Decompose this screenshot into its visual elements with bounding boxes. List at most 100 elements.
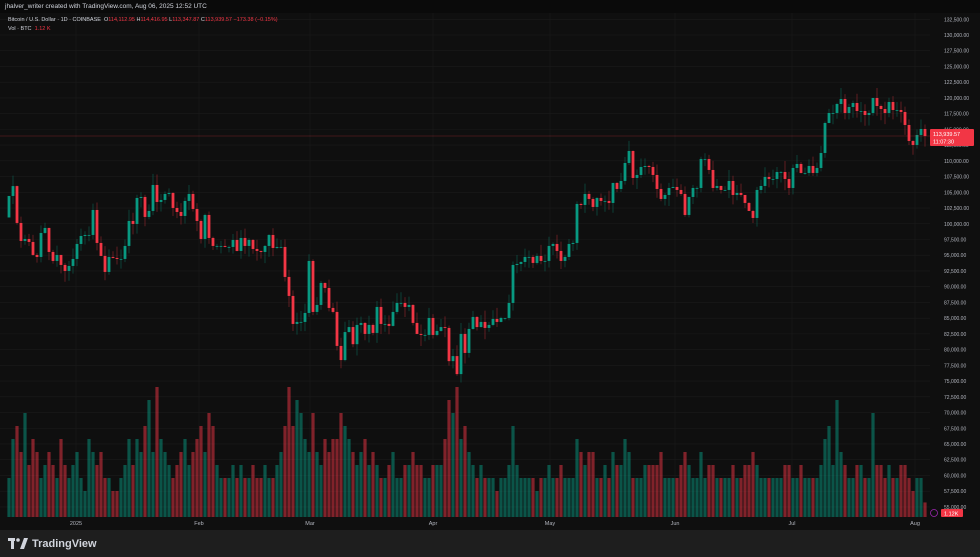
candle-body <box>95 209 99 243</box>
candle-body <box>463 333 467 353</box>
candle-body <box>291 295 295 324</box>
volume-bar <box>411 452 415 517</box>
volume-bar <box>331 439 335 517</box>
price-chart[interactable]: 132,500.00 130,000.00 127,500.00 125,000.00… <box>0 13 980 530</box>
volume-bar <box>787 465 791 517</box>
volume-bar <box>795 478 799 517</box>
alert-icon[interactable] <box>930 509 938 517</box>
time-tick-label: Jul <box>788 521 795 527</box>
volume-bars <box>7 387 927 517</box>
price-axis[interactable] <box>930 13 980 517</box>
candles <box>7 87 927 383</box>
volume-bar <box>855 465 859 517</box>
volume-bar <box>91 452 95 517</box>
candle-body <box>59 254 63 265</box>
candle-body <box>459 333 463 375</box>
candle-body <box>899 109 903 112</box>
price-tick-label: 110,000.00 <box>944 159 969 165</box>
volume-bar <box>655 465 659 517</box>
candle-body <box>27 238 31 242</box>
volume-bar <box>367 465 371 517</box>
candle-body <box>787 178 791 188</box>
volume-bar <box>595 478 599 517</box>
volume-bar <box>87 439 91 517</box>
candle-body <box>423 334 427 336</box>
volume-bar <box>463 426 467 517</box>
volume-bar <box>183 439 187 517</box>
volume-bar <box>783 465 787 517</box>
candle-body <box>635 174 639 178</box>
candle-body <box>199 220 203 239</box>
candle-body <box>415 322 419 334</box>
volume-bar <box>779 478 783 517</box>
open-value: 114,112.95 <box>108 17 135 23</box>
candle-body <box>71 258 75 266</box>
candle-body <box>607 200 611 203</box>
candle-body <box>23 238 27 241</box>
volume-bar <box>191 452 195 517</box>
volume-bar <box>455 387 459 517</box>
low-value: 113,347.87 <box>172 17 200 23</box>
price-tick-label: 117,500.00 <box>944 112 969 118</box>
candle-body <box>243 237 247 246</box>
volume-bar <box>179 452 183 517</box>
volume-bar <box>735 478 739 517</box>
candle-body <box>399 302 403 304</box>
open-label: O <box>103 17 109 23</box>
volume-bar <box>151 452 155 517</box>
volume-bar <box>363 439 367 517</box>
volume-bar <box>659 452 663 517</box>
candle-body <box>259 250 263 252</box>
volume-bar <box>167 465 171 517</box>
candle-body <box>47 227 51 252</box>
volume-bar <box>387 465 391 517</box>
candle-body <box>763 176 767 186</box>
volume-bar <box>831 465 835 517</box>
volume-bar <box>99 452 103 517</box>
volume-bar <box>687 465 691 517</box>
candle-body <box>235 239 239 251</box>
volume-bar <box>247 478 251 517</box>
volume-bar <box>171 478 175 517</box>
volume-bar <box>583 465 587 517</box>
candle-body <box>799 163 803 173</box>
price-tick-label: 57,500.00 <box>944 489 966 495</box>
volume-bar <box>39 478 43 517</box>
price-tick-label: 92,500.00 <box>944 269 966 275</box>
volume-bar <box>371 452 375 517</box>
volume-bar <box>243 478 247 517</box>
candle-body <box>563 256 567 261</box>
candle-body <box>439 327 443 331</box>
volume-bar <box>711 465 715 517</box>
volume-bar <box>327 452 331 517</box>
volume-legend[interactable]: Vol · BTC 1.12 K <box>8 25 278 34</box>
volume-bar <box>55 478 59 517</box>
candle-body <box>307 260 311 313</box>
volume-bar <box>175 465 179 517</box>
volume-bar <box>279 452 283 517</box>
symbol-legend[interactable]: Bitcoin / U.S. Dollar · 1D · COINBASE O1… <box>8 16 278 25</box>
volume-bar <box>395 478 399 517</box>
volume-bar <box>663 478 667 517</box>
volume-bar <box>419 465 423 517</box>
volume-bar <box>819 465 823 517</box>
volume-bar <box>487 478 491 517</box>
candle-body <box>251 239 255 249</box>
volume-bar <box>123 465 127 517</box>
candle-body <box>247 239 251 246</box>
volume-bar <box>271 478 275 517</box>
volume-bar <box>611 452 615 517</box>
volume-bar <box>499 478 503 517</box>
candle-body <box>715 185 719 188</box>
tradingview-logo[interactable]: TradingView <box>8 538 97 550</box>
candle-body <box>467 328 471 353</box>
volume-bar <box>823 439 827 517</box>
volume-bar <box>111 491 115 517</box>
volume-bar <box>423 478 427 517</box>
volume-bar <box>503 478 507 517</box>
candle-body <box>495 318 499 322</box>
candle-body <box>135 197 139 224</box>
candle-body <box>915 134 919 145</box>
volume-bar <box>535 491 539 517</box>
volume-bar <box>631 478 635 517</box>
